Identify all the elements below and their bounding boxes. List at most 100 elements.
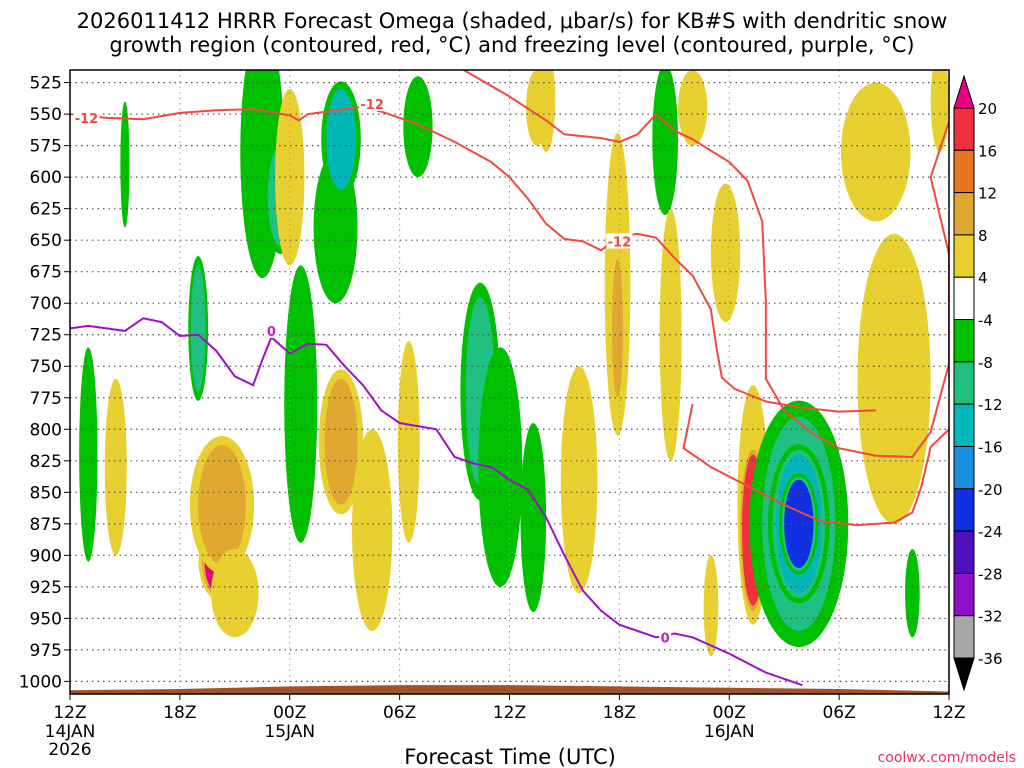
omega-cell	[677, 70, 708, 146]
contour-label-bg	[73, 109, 100, 125]
colorbar-label: -16	[978, 438, 1003, 456]
omega-cell	[284, 265, 318, 543]
contour-label-bg	[359, 96, 386, 112]
colorbar-label: -4	[978, 312, 993, 330]
y-tick-label: 725	[30, 326, 62, 346]
contour-label-purple: 0	[267, 325, 276, 340]
colorbar-box	[953, 319, 975, 363]
colorbar-box	[953, 234, 975, 278]
colorbar-box	[953, 276, 975, 321]
omega-cell	[905, 549, 920, 638]
y-tick-label: 525	[30, 74, 62, 94]
colorbar-box	[953, 107, 975, 151]
omega-cell	[352, 429, 393, 631]
colorbar-label: 16	[978, 142, 997, 160]
y-tick-label: 675	[30, 263, 62, 283]
y-tick-label: 975	[30, 641, 62, 661]
contour-label-red: -12	[608, 235, 632, 250]
omega-cell	[703, 555, 719, 657]
omega-cell	[120, 101, 130, 228]
omega-cell	[190, 265, 206, 392]
colorbar-label: -8	[978, 354, 993, 372]
contour-label-bg	[659, 629, 672, 645]
omega-cell	[478, 347, 523, 587]
contour-label-red: -12	[75, 112, 99, 127]
credit-text: coolwx.com/models	[878, 750, 1016, 766]
y-tick-label: 875	[30, 515, 62, 535]
y-tick-label: 650	[30, 231, 62, 251]
omega-cell	[211, 549, 259, 638]
x-tick-date: 14JAN	[45, 722, 96, 742]
terrain-fill	[70, 685, 949, 694]
y-tick-label: 700	[30, 294, 62, 314]
omega-cell	[840, 82, 911, 222]
contour-label-red: -12	[360, 98, 384, 113]
omega-cell	[536, 70, 556, 152]
x-axis-label: Forecast Time (UTC)	[404, 745, 616, 768]
x-tick-date: 16JAN	[704, 722, 755, 742]
colorbar-box	[953, 530, 975, 574]
dgz-contour-lower	[682, 403, 949, 527]
x-tick-label: 06Z	[383, 703, 416, 723]
omega-cell	[324, 378, 358, 505]
y-tick-label: 600	[30, 168, 62, 188]
y-tick-label: 925	[30, 578, 62, 598]
colorbar-label: -28	[978, 565, 1003, 583]
dgz-contour-upper	[463, 70, 949, 459]
chart-title-line2: growth region (contoured, red, °C) and f…	[109, 33, 914, 57]
y-tick-label: 1000	[19, 672, 62, 692]
x-tick-year: 2026	[48, 740, 91, 760]
colorbar-label: -36	[978, 650, 1003, 668]
omega-cell	[79, 347, 98, 562]
colorbar-label: 20	[978, 100, 997, 118]
x-tick-date: 15JAN	[264, 722, 315, 742]
y-tick-label: 750	[30, 357, 62, 377]
omega-cell	[857, 233, 931, 524]
x-tick-label: 00Z	[713, 703, 746, 723]
colorbar-label: -32	[978, 608, 1003, 626]
y-tick-label: 950	[30, 609, 62, 629]
contour-labels: -12 -12 -12 0 0	[73, 96, 672, 646]
omega-cell	[326, 88, 356, 190]
chart-title-line1: 2026011412 HRRR Forecast Omega (shaded, …	[77, 9, 948, 33]
y-tick-label: 825	[30, 452, 62, 472]
contour-label-bg	[265, 322, 278, 338]
y-tick-label: 775	[30, 389, 62, 409]
freezing-level-contour	[70, 317, 803, 687]
colorbar-box	[953, 361, 975, 405]
omega-cell	[710, 183, 741, 323]
omega-cell	[275, 88, 305, 266]
colorbar-box	[953, 488, 975, 532]
colorbar-label: -12	[978, 396, 1003, 414]
y-tick-label: 900	[30, 546, 62, 566]
x-tick-label: 12Z	[53, 703, 86, 723]
colorbar: 20 16 12 8 4 -4 -8 -12 -16 -20 -24 -28 -32 -36	[953, 74, 1003, 692]
colorbar-top-triangle	[953, 74, 975, 109]
omega-shading-layer	[79, 70, 949, 657]
x-tick-label: 00Z	[273, 703, 306, 723]
grid-lines	[70, 70, 949, 694]
contour-label-purple: 0	[661, 631, 670, 646]
omega-cell	[403, 76, 433, 178]
omega-cell	[104, 378, 127, 556]
colorbar-label: -20	[978, 481, 1003, 499]
omega-cell	[520, 422, 547, 613]
colorbar-box	[953, 149, 975, 194]
omega-cell	[612, 259, 624, 398]
x-tick-label: 18Z	[163, 703, 196, 723]
x-tick-label: 18Z	[603, 703, 636, 723]
colorbar-box	[953, 192, 975, 236]
colorbar-label: 12	[978, 185, 997, 203]
colorbar-label: 8	[978, 227, 988, 245]
colorbar-label: 4	[978, 269, 988, 287]
x-tick-label: 12Z	[932, 703, 965, 723]
omega-cell	[930, 70, 949, 152]
y-tick-label: 575	[30, 137, 62, 157]
omega-cell	[560, 366, 598, 594]
omega-cell	[652, 70, 678, 215]
x-tick-label: 06Z	[822, 703, 855, 723]
colorbar-box	[953, 615, 975, 659]
colorbar-box	[953, 403, 975, 447]
